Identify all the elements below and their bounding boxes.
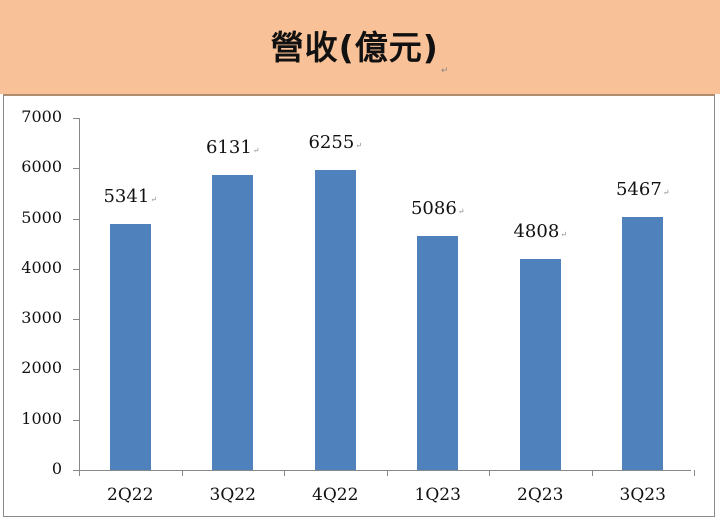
paragraph-mark-icon: ↵ xyxy=(252,146,260,156)
x-tick-mark xyxy=(181,470,183,476)
x-tick-mark xyxy=(79,470,80,476)
data-label: 6255↵ xyxy=(308,132,362,154)
x-category-label: 3Q22 xyxy=(209,485,256,505)
x-axis xyxy=(79,470,691,471)
y-tick-label: 2000 xyxy=(21,358,62,378)
x-tick-mark xyxy=(694,470,695,476)
paragraph-mark-icon: ↵ xyxy=(560,229,567,239)
paragraph-mark-icon: ↵ xyxy=(662,188,670,198)
x-category-label: 2Q23 xyxy=(517,485,564,505)
data-label: 5467↵ xyxy=(615,179,670,201)
y-axis xyxy=(79,118,80,470)
bar-4Q22 xyxy=(314,170,356,470)
bar-3Q22 xyxy=(212,175,254,470)
paragraph-mark-icon: ↵ xyxy=(440,65,450,76)
data-label: 6131↵ xyxy=(205,137,260,159)
data-label: 4808↵ xyxy=(513,220,567,242)
x-category-label: 2Q22 xyxy=(107,485,154,505)
y-tick-label: 1000 xyxy=(21,408,62,428)
y-tick-mark xyxy=(73,319,79,321)
paragraph-mark-icon: ↵ xyxy=(457,207,465,217)
y-tick-mark xyxy=(73,218,79,220)
bar-3Q23 xyxy=(622,217,664,470)
x-category-label: 4Q22 xyxy=(312,485,359,505)
y-tick-mark xyxy=(73,118,79,119)
y-tick-label: 5000 xyxy=(21,207,62,227)
paragraph-mark-icon: ↵ xyxy=(150,194,157,204)
y-tick-label: 4000 xyxy=(21,257,62,277)
chart-header: 營收(億元)↵ xyxy=(0,0,720,94)
data-label: 5341↵ xyxy=(103,185,157,207)
data-label: 5086↵ xyxy=(410,198,465,220)
y-tick-mark xyxy=(73,470,79,471)
chart-title: 營收(億元)↵ xyxy=(270,27,450,76)
y-tick-label: 0 xyxy=(51,459,62,478)
y-tick-mark xyxy=(73,268,79,270)
x-tick-mark xyxy=(489,470,490,476)
y-tick-label: 6000 xyxy=(21,157,62,177)
y-tick-label: 3000 xyxy=(21,308,62,328)
x-category-label: 1Q23 xyxy=(414,485,461,505)
x-tick-mark xyxy=(591,470,593,476)
x-tick-mark xyxy=(284,470,285,476)
bar-1Q23 xyxy=(417,236,459,470)
y-tick-mark xyxy=(73,168,79,170)
bar-2Q22 xyxy=(109,223,151,470)
paragraph-mark-icon: ↵ xyxy=(355,141,362,151)
y-tick-label: 7000 xyxy=(21,107,62,126)
y-tick-mark xyxy=(73,419,79,421)
y-tick-mark xyxy=(73,369,79,371)
x-tick-mark xyxy=(386,470,388,476)
x-category-label: 3Q23 xyxy=(619,485,666,505)
bar-2Q23 xyxy=(519,258,561,470)
